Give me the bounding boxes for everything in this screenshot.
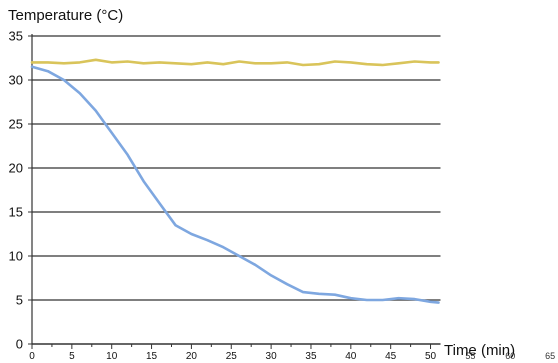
xtick-label-10: 10	[106, 351, 118, 362]
ytick-label-25: 25	[9, 117, 23, 132]
x-axis-label: Time (min)	[444, 342, 515, 359]
xtick-label-45: 45	[385, 351, 397, 362]
xtick-label-50: 50	[425, 351, 437, 362]
series-group	[30, 58, 440, 304]
xtick-label-0: 0	[29, 351, 35, 362]
y-axis-label: Temperature (°C)	[8, 7, 123, 24]
ytick-label-15: 15	[9, 205, 23, 220]
xtick-label-30: 30	[266, 351, 278, 362]
xtick-label-40: 40	[345, 351, 357, 362]
y-axis: 0 5 10 15 20 25 30 35	[9, 29, 33, 352]
x-axis: 0 5 10 15 20 25 30 35 40 45 50 55 60 65	[29, 343, 555, 362]
series-line-1	[30, 58, 440, 67]
ytick-label-20: 20	[9, 161, 23, 176]
ytick-label-5: 5	[16, 293, 23, 308]
xtick-label-55: 55	[465, 351, 475, 361]
ytick-label-30: 30	[9, 73, 23, 88]
series-line-2	[30, 65, 440, 304]
xtick-label-5: 5	[69, 351, 75, 362]
xtick-label-15: 15	[146, 351, 158, 362]
ytick-label-35: 35	[9, 29, 23, 44]
ytick-label-10: 10	[9, 249, 23, 264]
xtick-label-60: 60	[505, 351, 515, 361]
xtick-label-25: 25	[226, 351, 238, 362]
xtick-label-35: 35	[305, 351, 317, 362]
grid-lines	[32, 35, 441, 301]
ytick-label-0: 0	[16, 337, 23, 352]
xtick-label-65: 65	[545, 351, 555, 361]
xtick-label-20: 20	[186, 351, 198, 362]
